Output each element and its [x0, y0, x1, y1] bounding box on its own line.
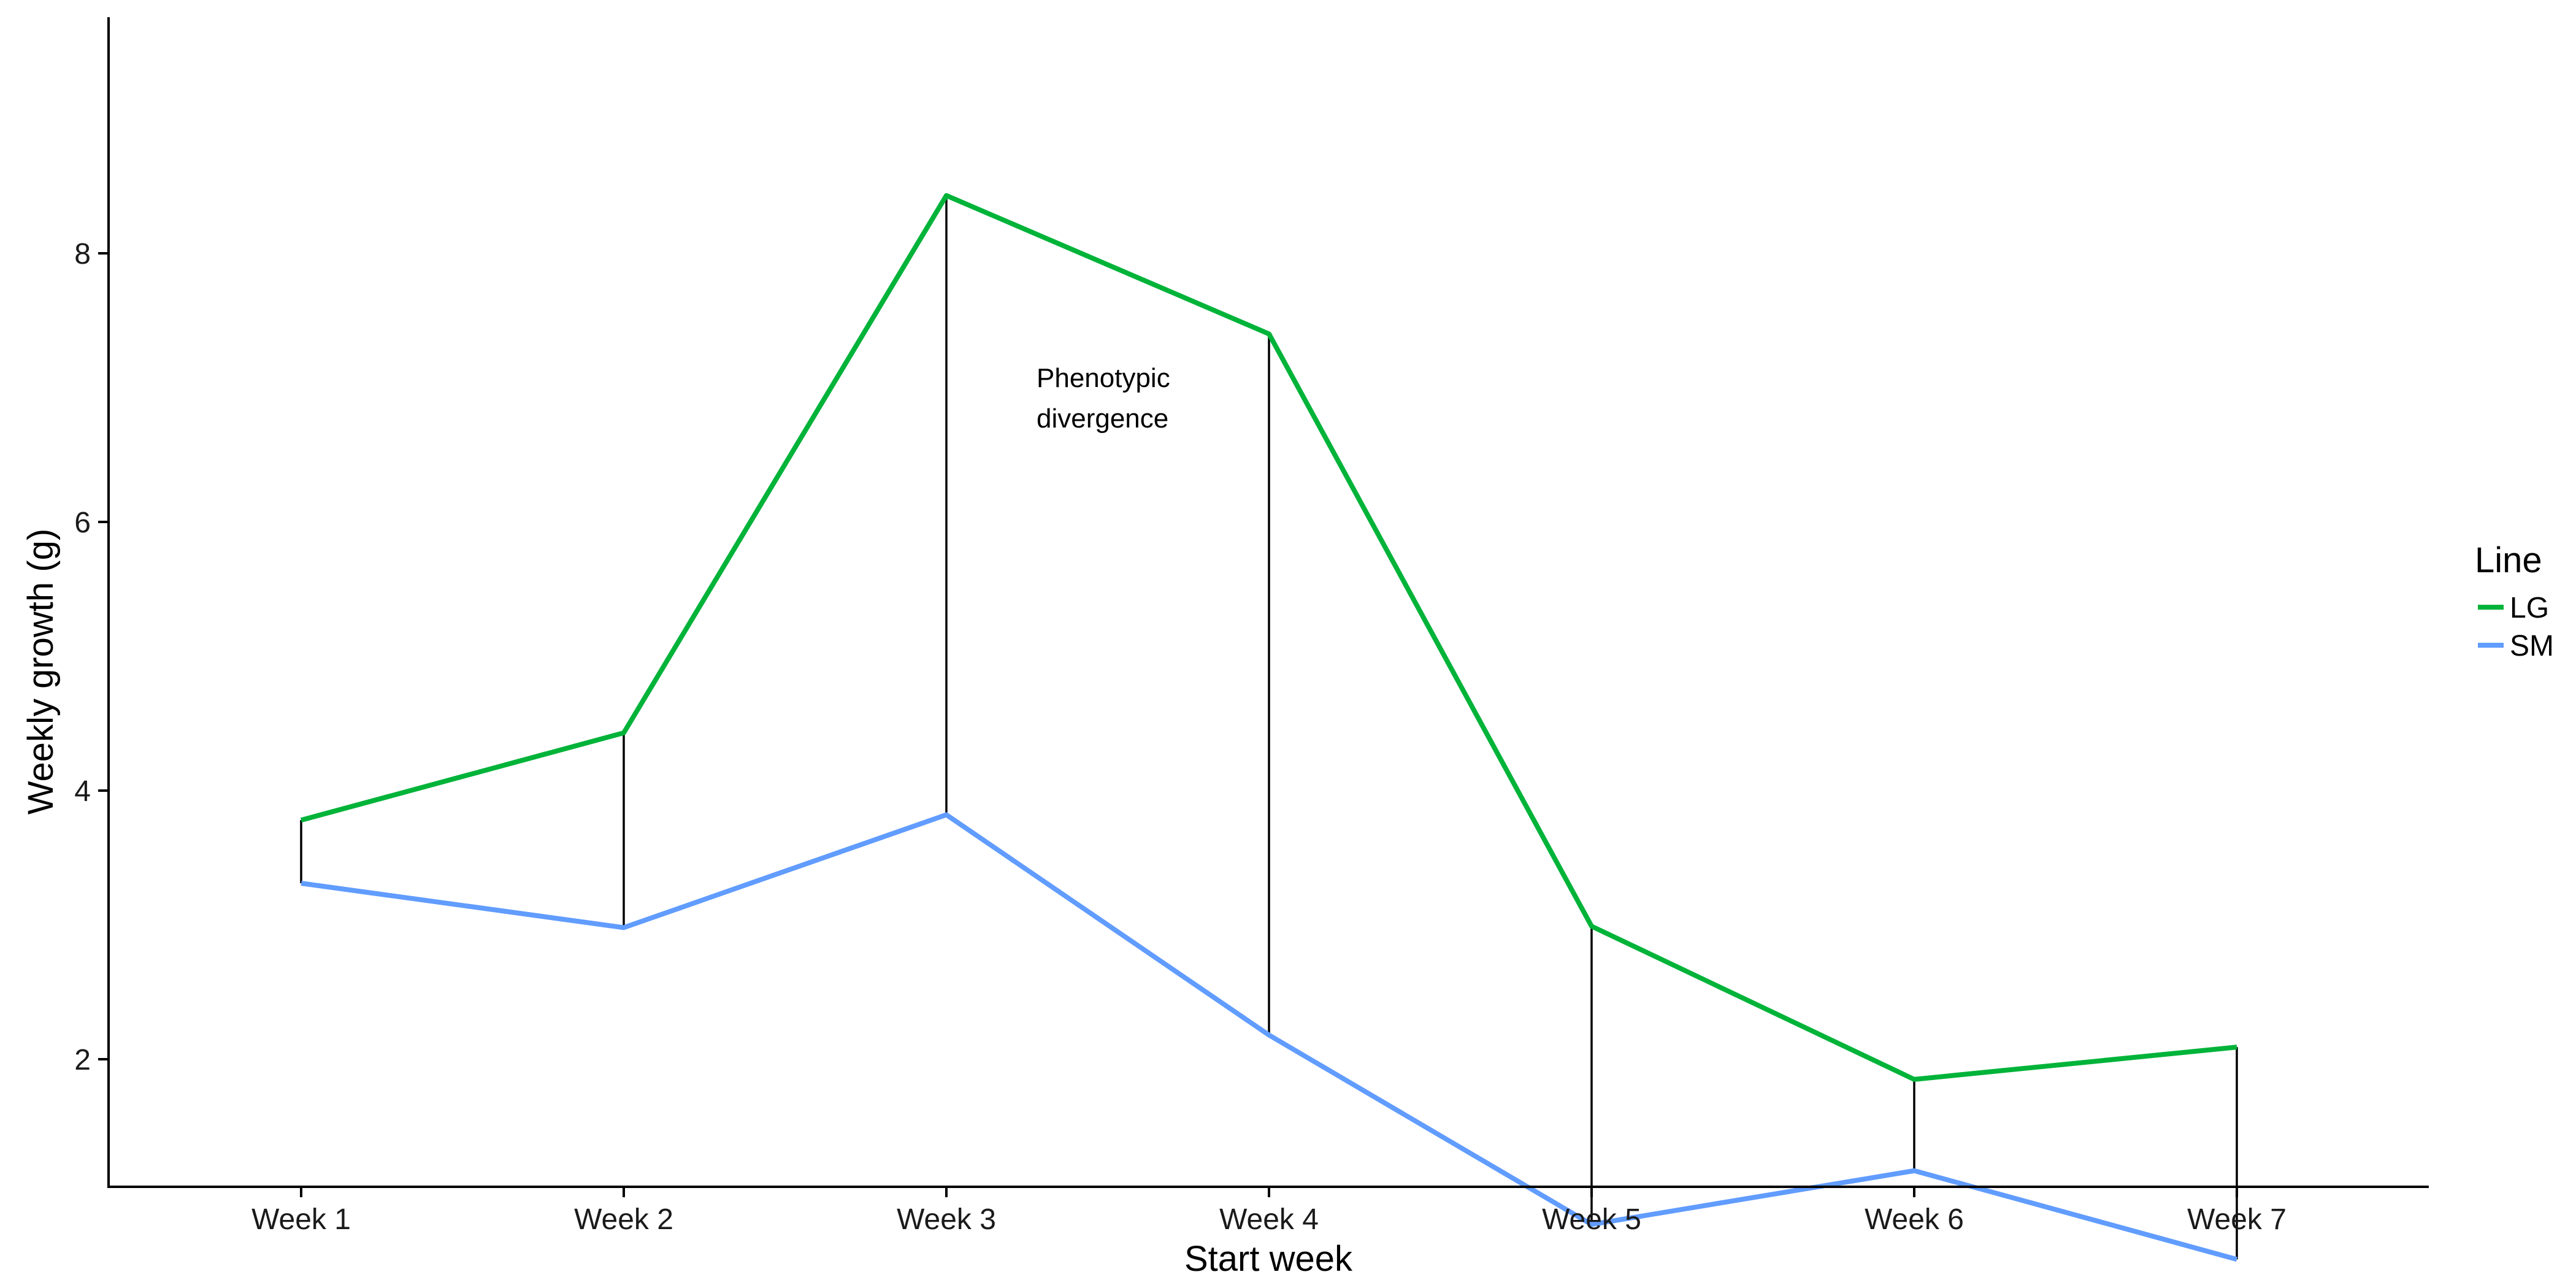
legend-label-sm: SM	[2510, 630, 2554, 662]
x-tick-label: Week 7	[2187, 1203, 2287, 1236]
legend-label-lg: LG	[2510, 592, 2549, 624]
y-tick-label: 8	[74, 238, 91, 270]
x-axis-title: Start week	[1184, 1239, 1353, 1279]
legend: Line LG SM	[2475, 540, 2554, 662]
legend-title: Line	[2475, 540, 2542, 580]
y-tick-label: 2	[74, 1044, 91, 1076]
series-line-lg	[300, 193, 2237, 1082]
x-tick-label: Week 3	[897, 1203, 996, 1236]
annotation: Phenotypic divergence	[1037, 363, 1170, 434]
x-tick-label: Week 5	[1542, 1203, 1641, 1236]
y-tick-label: 6	[74, 507, 91, 539]
y-axis-ticks: 2 4 6 8	[74, 238, 109, 1076]
x-tick-label: Week 4	[1219, 1203, 1319, 1236]
plot-area	[300, 193, 2238, 1262]
x-axis-ticks: Week 1 Week 2 Week 3 Week 4 Week 5 Week 6 Week…	[251, 1187, 2287, 1236]
y-axis-title: Weekly growth (g)	[21, 529, 61, 815]
series-line-sm	[301, 812, 2238, 1262]
x-tick-label: Week 2	[574, 1203, 673, 1236]
x-tick-label: Week 1	[251, 1203, 351, 1236]
x-tick-label: Week 6	[1865, 1203, 1964, 1236]
annotation-line-1: Phenotypic	[1037, 363, 1170, 393]
y-tick-label: 4	[74, 775, 91, 808]
annotation-line-2: divergence	[1037, 404, 1168, 434]
